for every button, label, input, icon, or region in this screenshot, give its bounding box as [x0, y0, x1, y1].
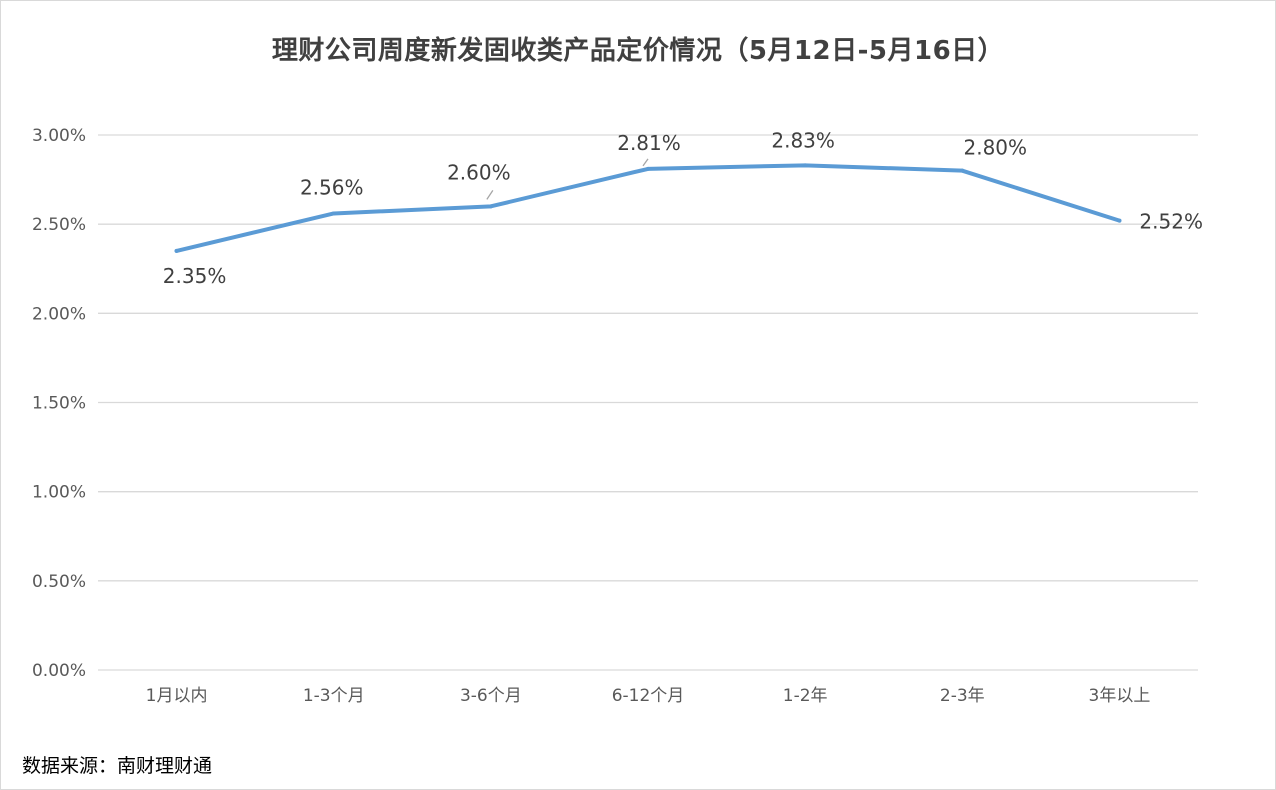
data-point: [960, 168, 965, 173]
data-point: [331, 211, 336, 216]
data-label-leader: [642, 158, 649, 167]
data-label-leader: [486, 189, 494, 200]
y-tick-label: 2.50%: [32, 215, 86, 235]
x-tick-label: 1-3个月: [303, 686, 365, 706]
data-point: [488, 204, 493, 209]
source-note: 数据来源：南财理财通: [22, 755, 213, 777]
data-label: 2.80%: [964, 136, 1028, 160]
data-point: [803, 163, 808, 168]
y-tick-label: 3.00%: [32, 126, 86, 146]
x-tick-label: 1月以内: [146, 686, 208, 706]
data-point: [174, 248, 179, 253]
data-label: 2.60%: [447, 160, 511, 184]
data-label: 2.56%: [300, 175, 364, 199]
y-tick-label: 1.50%: [32, 394, 86, 414]
data-point: [646, 166, 650, 171]
data-label: 2.35%: [163, 264, 227, 288]
y-tick-label: 0.50%: [32, 572, 86, 592]
chart-title: 理财公司周度新发固收类产品定价情况（5月12日-5月16日）: [271, 36, 1005, 66]
data-label: 2.81%: [617, 131, 681, 155]
data-label: 2.83%: [771, 128, 835, 152]
data-label: 2.52%: [1139, 210, 1203, 234]
y-tick-label: 2.00%: [32, 304, 86, 324]
y-tick-label: 1.00%: [32, 483, 86, 503]
x-tick-label: 3-6个月: [460, 686, 522, 706]
x-tick-label: 2-3年: [940, 686, 985, 706]
x-tick-label: 1-2年: [783, 686, 828, 706]
y-tick-label: 0.00%: [32, 661, 86, 681]
data-point: [1117, 218, 1122, 223]
x-tick-label: 3年以上: [1089, 686, 1151, 706]
x-tick-label: 6-12个月: [612, 686, 685, 706]
